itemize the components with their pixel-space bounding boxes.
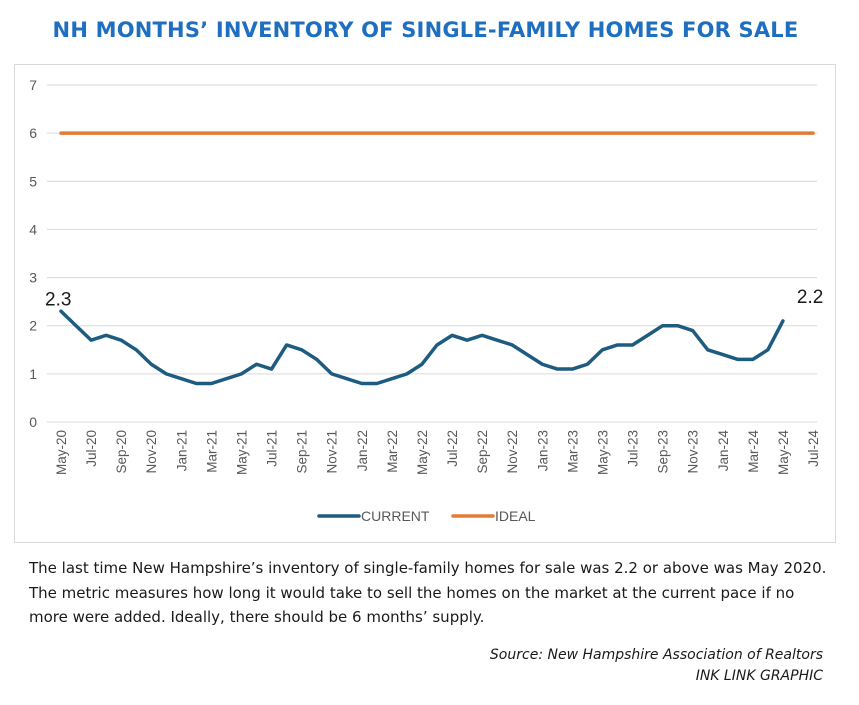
x-tick-label: May-21	[234, 430, 249, 475]
x-tick-label: May-24	[776, 430, 791, 476]
x-tick-label: Nov-21	[325, 430, 340, 474]
x-tick-label: Sep-23	[656, 430, 671, 474]
legend-label-current: CURRENT	[361, 508, 430, 524]
x-tick-label: May-23	[595, 430, 610, 475]
source-text: Source: New Hampshire Association of Rea…	[490, 645, 823, 666]
x-tick-label: Jul-20	[84, 430, 99, 467]
x-tick-label: Jul-23	[626, 430, 641, 467]
x-tick-label: Nov-22	[505, 430, 520, 474]
y-tick-label: 1	[29, 366, 37, 382]
x-tick-label: Sep-20	[114, 430, 129, 474]
line-chart: 0 1 2 3 4 5 6 7 May-20 Jul-20 Sep-20 Nov-20 Jan-21 Ma…	[15, 65, 835, 542]
chart-title: NH MONTHS’ INVENTORY OF SINGLE-FAMILY HO…	[0, 18, 851, 42]
x-tick-label: Mar-21	[204, 430, 219, 473]
y-tick-label: 3	[29, 270, 37, 286]
y-tick-label: 4	[29, 221, 37, 237]
x-tick-label: Nov-23	[686, 430, 701, 474]
y-tick-label: 5	[29, 173, 37, 189]
x-tick-label: Sep-22	[475, 430, 490, 474]
x-tick-label: Jul-22	[445, 430, 460, 467]
x-tick-label: May-20	[54, 430, 69, 475]
legend-label-ideal: IDEAL	[495, 508, 536, 524]
x-tick-label: May-22	[415, 430, 430, 475]
chart-area: 0 1 2 3 4 5 6 7 May-20 Jul-20 Sep-20 Nov-20 Jan-21 Ma…	[14, 64, 836, 543]
x-tick-label: Jul-24	[806, 430, 821, 467]
y-tick-label: 7	[29, 77, 37, 93]
data-label-end: 2.2	[797, 287, 823, 308]
caption-text: The last time New Hampshire’s inventory …	[29, 556, 829, 630]
x-tick-label: Jan-22	[355, 430, 370, 471]
y-tick-label: 0	[29, 414, 37, 430]
x-tick-label: Nov-20	[144, 430, 159, 474]
y-tick-label: 6	[29, 125, 37, 141]
credit-text: INK LINK GRAPHIC	[490, 666, 823, 687]
x-tick-label: Mar-24	[746, 430, 761, 473]
source-block: Source: New Hampshire Association of Rea…	[490, 645, 823, 687]
series-line-current	[61, 311, 783, 383]
x-tick-label: Jan-24	[716, 430, 731, 472]
x-tick-label: Mar-22	[385, 430, 400, 473]
x-tick-label: Jul-21	[265, 430, 280, 467]
data-label-start: 2.3	[45, 289, 71, 310]
x-tick-label: Mar-23	[565, 430, 580, 473]
y-tick-label: 2	[29, 318, 37, 334]
x-tick-label: Sep-21	[295, 430, 310, 474]
x-tick-label: Jan-23	[535, 430, 550, 471]
x-tick-label: Jan-21	[174, 430, 189, 471]
